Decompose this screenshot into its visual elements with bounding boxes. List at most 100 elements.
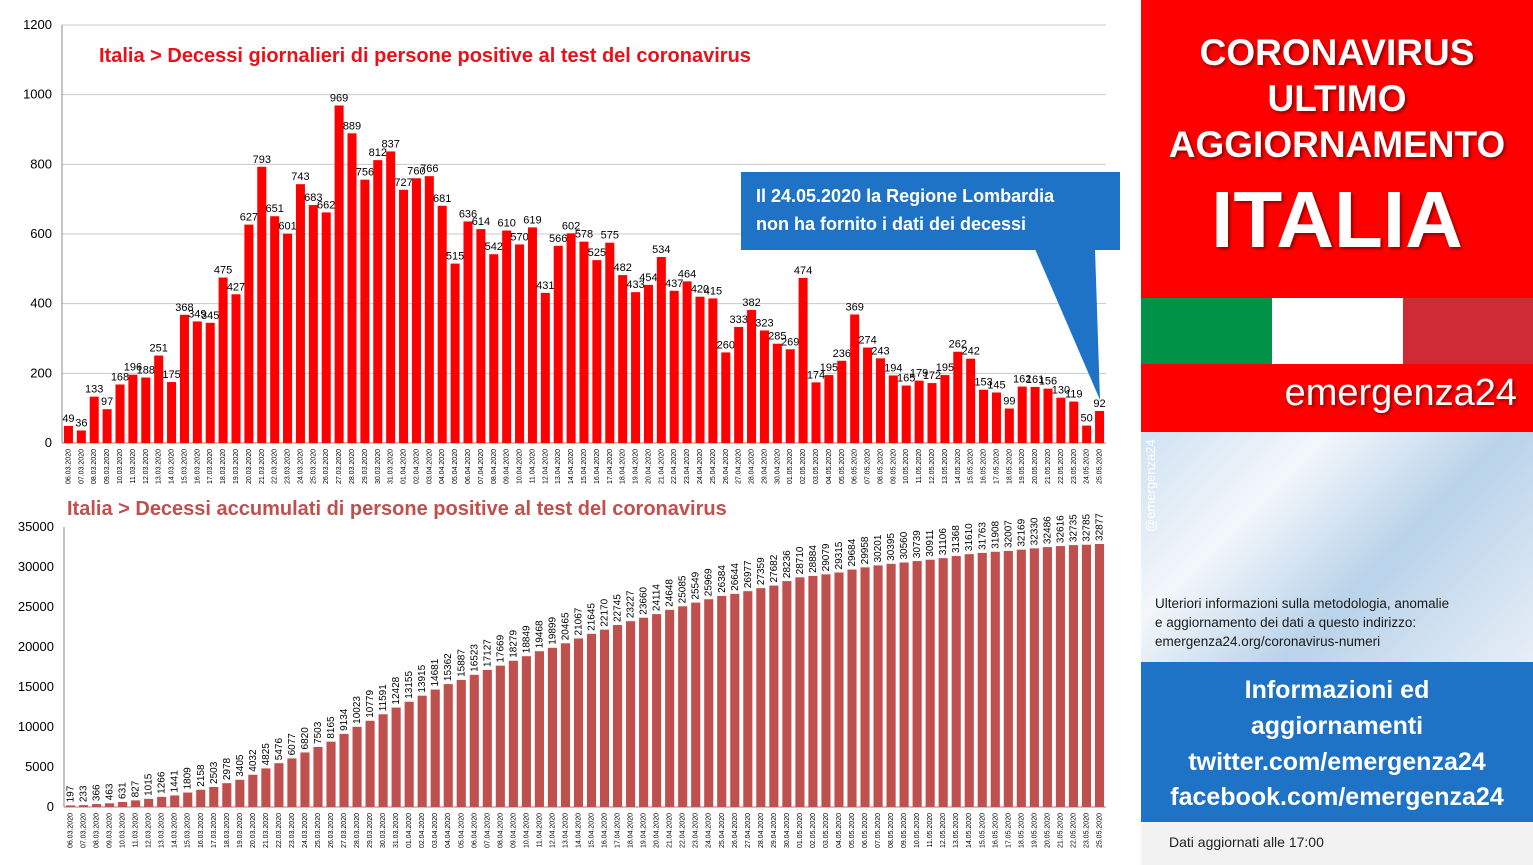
x-tick-label: 16.04.2020	[594, 449, 601, 484]
x-tick-label: 03.04.2020	[426, 449, 433, 484]
data-label: 161	[1026, 374, 1044, 386]
data-label: 29958	[860, 536, 871, 564]
data-label: 21645	[587, 603, 598, 631]
bar	[669, 290, 679, 443]
x-tick-label: 10.04.2020	[517, 449, 524, 484]
data-label: 15887	[456, 649, 467, 677]
x-tick-label: 27.04.2020	[745, 813, 752, 848]
bar	[734, 327, 744, 443]
data-label: 195	[936, 362, 954, 374]
facebook-link[interactable]: facebook.com/emergenza24	[1170, 783, 1504, 811]
bar	[154, 355, 164, 443]
data-label: 24648	[665, 579, 676, 607]
x-tick-label: 16.04.2020	[602, 813, 609, 848]
bar	[502, 230, 512, 443]
data-label: 242	[961, 346, 979, 358]
data-label: 25969	[704, 568, 715, 596]
x-tick-label: 09.04.2020	[510, 813, 517, 848]
data-label: 727	[394, 177, 412, 189]
bar	[118, 801, 128, 807]
data-label: 13915	[417, 664, 428, 692]
x-tick-label: 23.04.2020	[684, 449, 691, 484]
data-label: 1441	[170, 770, 181, 793]
data-label: 23660	[639, 586, 650, 614]
x-tick-label: 21.05.2020	[1045, 449, 1052, 484]
x-tick-label: 15.03.2020	[181, 449, 188, 484]
bar	[547, 647, 557, 807]
y-tick-label: 10000	[18, 719, 54, 734]
bar	[437, 205, 447, 443]
y-tick-label: 0	[47, 799, 54, 814]
data-label: 99	[1003, 396, 1015, 408]
bar	[179, 314, 189, 443]
data-label: 179	[910, 368, 928, 380]
bar	[399, 189, 409, 443]
x-tick-label: 12.03.2020	[146, 813, 153, 848]
social-line-2: aggiornamenti	[1250, 712, 1424, 740]
data-label: 614	[472, 216, 490, 228]
x-tick-label: 02.04.2020	[413, 449, 420, 484]
bar	[1017, 386, 1027, 443]
x-tick-label: 30.03.2020	[380, 813, 387, 848]
bar	[482, 669, 492, 807]
data-label: 1015	[144, 773, 155, 796]
x-tick-label: 15.04.2020	[589, 813, 596, 848]
data-label: 27682	[769, 554, 780, 582]
bar	[115, 384, 125, 443]
header-block: CORONAVIRUS ULTIMO AGGIORNAMENTO ITALIA	[1141, 0, 1533, 298]
info-line-2: e aggiornamento dei dati a questo indiri…	[1155, 615, 1417, 630]
data-label: 534	[652, 244, 670, 256]
data-label: 28884	[808, 545, 819, 573]
bar	[579, 241, 589, 443]
data-label: 345	[201, 310, 219, 322]
twitter-link[interactable]: twitter.com/emergenza24	[1188, 748, 1486, 776]
brand-logo: emergenza24	[1284, 372, 1517, 414]
data-label: 32330	[1029, 517, 1040, 545]
x-tick-label: 25.03.2020	[310, 449, 317, 484]
bar	[76, 430, 86, 443]
data-label: 156	[1039, 376, 1057, 388]
bar	[618, 275, 628, 443]
bar	[990, 551, 1000, 807]
data-label: 454	[639, 272, 657, 284]
data-label: 26977	[743, 560, 754, 588]
x-tick-label: 31.03.2020	[393, 813, 400, 848]
bar	[373, 160, 383, 444]
data-label: 262	[949, 339, 967, 351]
x-tick-label: 06.04.2020	[471, 813, 478, 848]
x-tick-label: 05.04.2020	[458, 813, 465, 848]
bar	[365, 720, 375, 807]
bar	[540, 292, 550, 443]
x-tick-label: 01.05.2020	[787, 449, 794, 484]
data-label: 2978	[222, 757, 233, 780]
bar	[78, 805, 89, 807]
data-label: 8165	[326, 716, 337, 739]
data-label: 49	[62, 413, 74, 425]
data-label: 32877	[1094, 513, 1105, 541]
bar	[665, 609, 675, 807]
x-tick-label: 24.04.2020	[697, 449, 704, 484]
bar	[566, 233, 576, 443]
x-tick-label: 10.03.2020	[117, 449, 124, 484]
x-tick-label: 21.04.2020	[667, 813, 674, 848]
data-label: 766	[420, 163, 438, 175]
y-tick-label: 25000	[18, 599, 54, 614]
bar	[463, 221, 473, 443]
info-link[interactable]: emergenza24.org/coronavirus-numeri	[1155, 634, 1381, 649]
x-tick-label: 24.03.2020	[302, 813, 309, 848]
bar	[521, 656, 531, 807]
bar	[167, 382, 177, 443]
x-tick-label: 12.03.2020	[143, 449, 150, 484]
x-tick-label: 10.05.2020	[914, 813, 921, 848]
data-label: 31610	[964, 523, 975, 551]
x-tick-label: 19.03.2020	[237, 813, 244, 848]
x-tick-label: 12.04.2020	[542, 449, 549, 484]
data-label: 570	[510, 231, 528, 243]
bar	[847, 569, 857, 807]
bar	[1082, 425, 1092, 443]
y-tick-label: 600	[30, 226, 52, 241]
x-tick-label: 04.05.2020	[836, 813, 843, 848]
x-tick-label: 20.03.2020	[246, 449, 253, 484]
x-tick-label: 17.05.2020	[993, 449, 1000, 484]
bar	[966, 358, 976, 443]
